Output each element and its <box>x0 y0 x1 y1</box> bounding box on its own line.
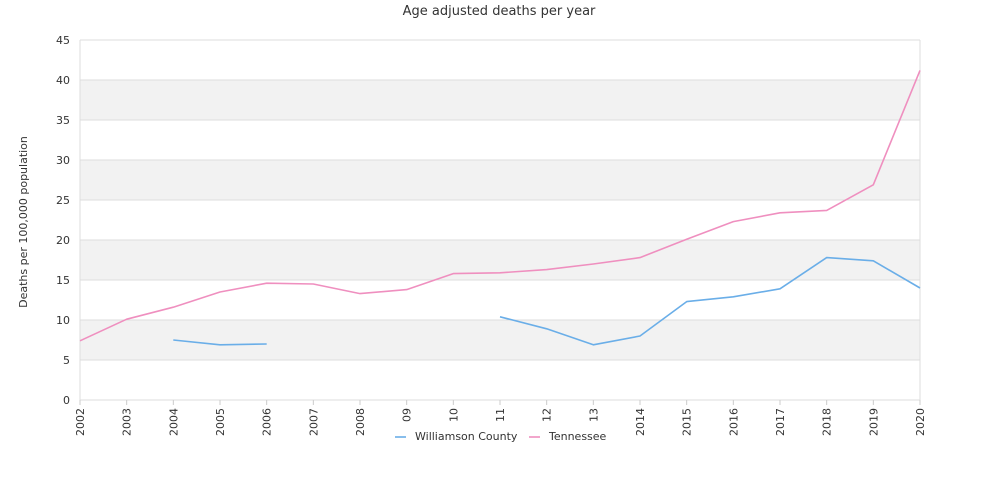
x-tick-label: 2002 <box>74 408 87 436</box>
y-tick-label: 15 <box>56 274 70 287</box>
x-tick-label: 2017 <box>774 408 787 436</box>
y-tick-label: 5 <box>63 354 70 367</box>
legend-label-williamson-county[interactable]: Williamson County <box>415 430 518 443</box>
x-tick-label: 09 <box>401 408 414 422</box>
series-line-tennessee <box>79 70 921 342</box>
y-tick-label: 30 <box>56 154 70 167</box>
x-tick-label: 2019 <box>867 408 880 436</box>
grid-lines <box>79 39 921 401</box>
x-tick-label: 2015 <box>681 408 694 436</box>
grid-band <box>80 240 920 280</box>
y-tick-label: 45 <box>56 34 70 47</box>
grid-band <box>80 160 920 200</box>
x-tick-label: 2020 <box>914 408 927 436</box>
x-tick-label: 2008 <box>354 408 367 436</box>
y-tick-label: 40 <box>56 74 70 87</box>
x-tick-label: 10 <box>447 408 460 422</box>
grid-band <box>80 320 920 360</box>
y-tick-label: 0 <box>63 394 70 407</box>
x-tick-label: 2007 <box>307 408 320 436</box>
x-tick-label: 2016 <box>727 408 740 436</box>
y-tick-label: 10 <box>56 314 70 327</box>
series-line-williamson-county <box>173 256 921 346</box>
x-tick-label: 2006 <box>261 408 274 436</box>
grid-band <box>80 80 920 120</box>
y-axis-title: Deaths per 100,000 population <box>17 136 30 308</box>
x-tick-label: 2014 <box>634 408 647 436</box>
x-tick-label: 2003 <box>121 408 134 436</box>
x-tick-label: 2018 <box>821 408 834 436</box>
y-tick-label: 20 <box>56 234 70 247</box>
legend-label-tennessee[interactable]: Tennessee <box>548 430 607 443</box>
x-tick-label: 2004 <box>167 408 180 436</box>
x-tick-label: 13 <box>587 408 600 422</box>
series-layer <box>79 70 921 346</box>
grid-bands <box>80 80 920 360</box>
y-tick-label: 25 <box>56 194 70 207</box>
y-axis: 0 5 10 15 20 25 30 35 40 45 <box>56 34 70 407</box>
x-axis: 2002 2003 2004 2005 2006 2007 2008 09 10 11 12 13 20… <box>74 400 927 436</box>
chart-title: Age adjusted deaths per year <box>403 4 596 19</box>
x-tick-label: 12 <box>541 408 554 422</box>
legend: Williamson County Tennessee <box>395 430 607 443</box>
y-tick-label: 35 <box>56 114 70 127</box>
x-tick-label: 11 <box>494 408 507 422</box>
x-tick-label: 2005 <box>214 408 227 436</box>
